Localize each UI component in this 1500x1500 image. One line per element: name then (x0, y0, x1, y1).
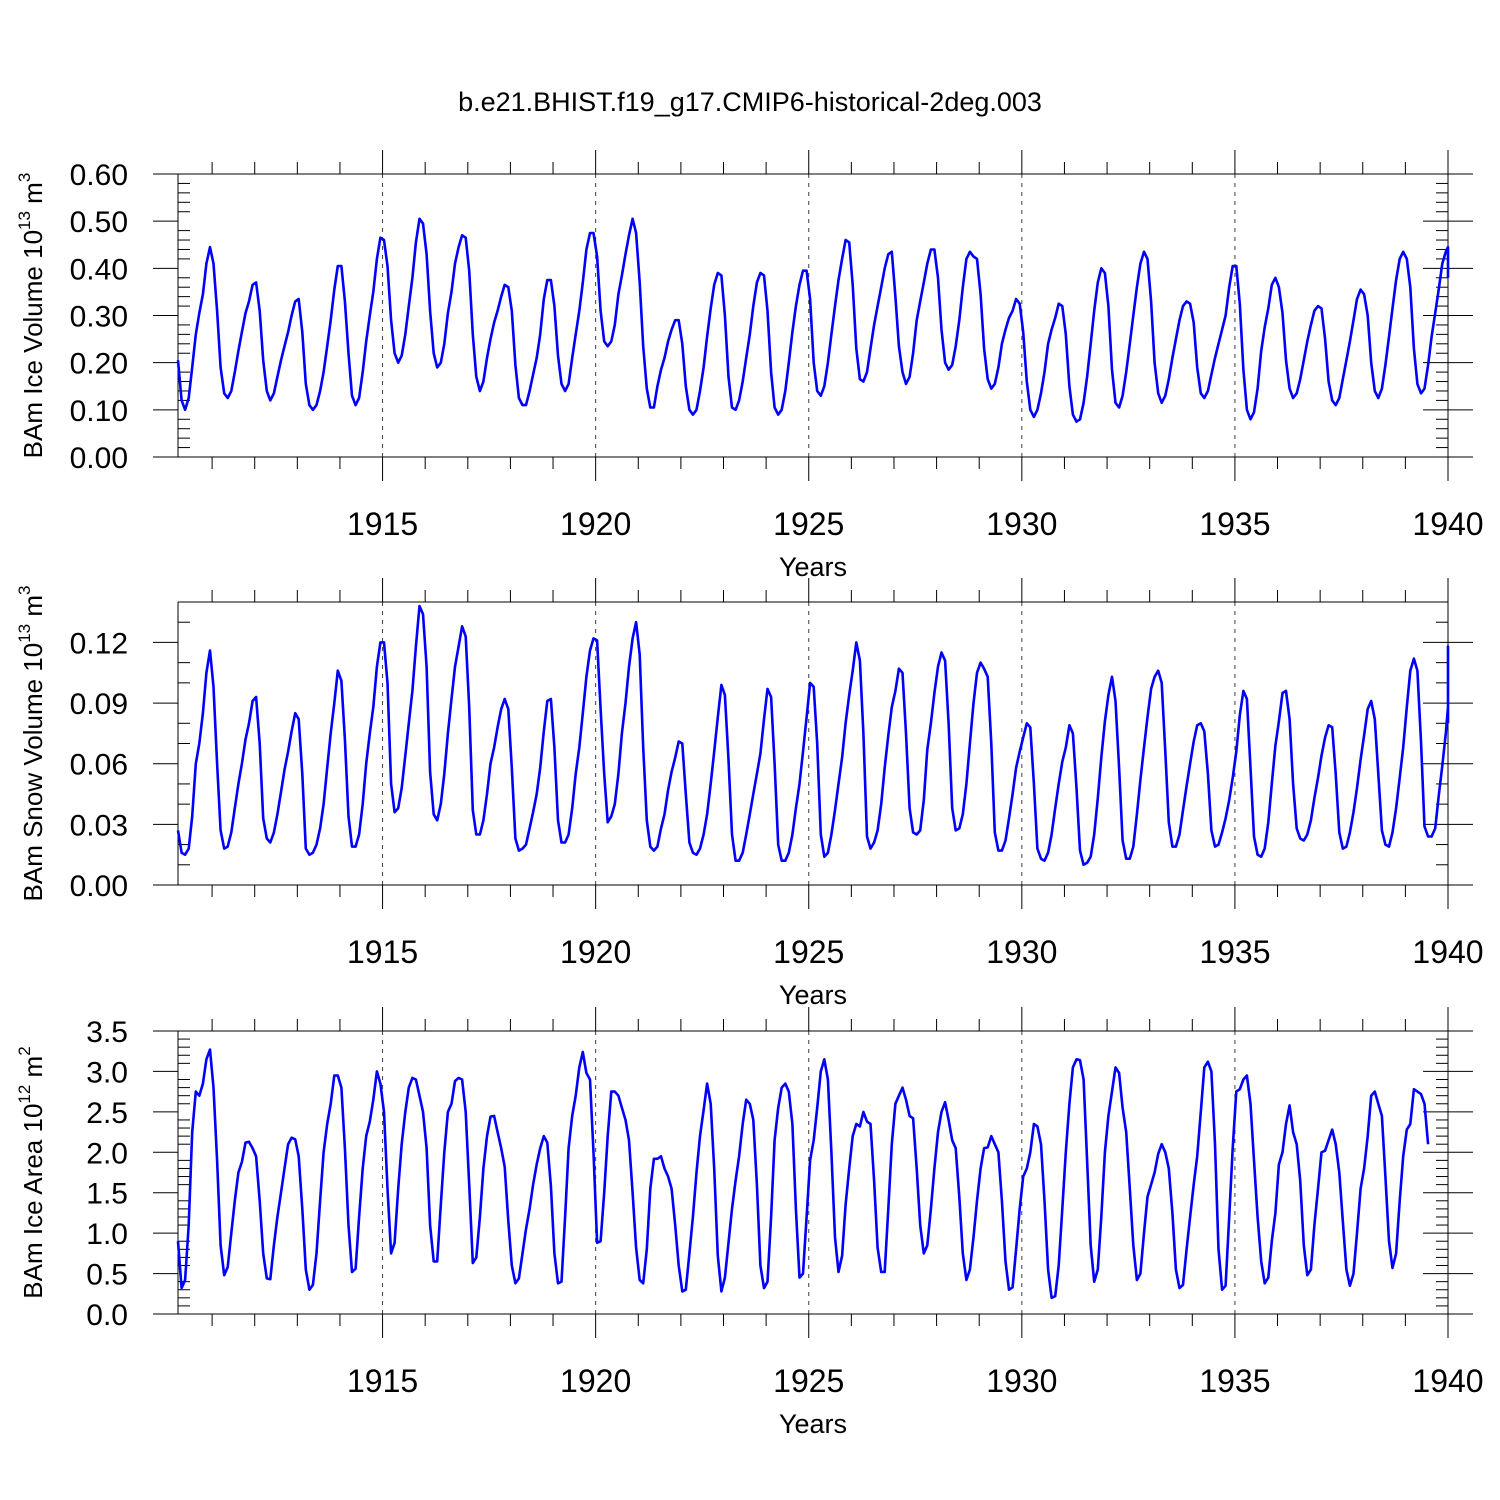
x-tick-label: 1925 (773, 506, 844, 542)
x-tick-label: 1915 (347, 506, 418, 542)
x-tick-label: 1925 (773, 1363, 844, 1399)
x-tick-label: 1940 (1412, 506, 1483, 542)
y-axis-label: BAm Ice Area 1012 m2 (15, 1046, 48, 1298)
x-tick-label: 1935 (1199, 934, 1270, 970)
y-axis-label-sup: 13 (15, 211, 34, 230)
x-tick-label: 1935 (1199, 1363, 1270, 1399)
y-tick-label: 0.40 (70, 253, 128, 286)
y-tick-label: 1.5 (86, 1178, 128, 1211)
panel-ice-area: 0.0 0.5 1.0 1.5 2.0 2.5 3.0 3.5 1915 1920 1925 1930… (15, 1007, 1484, 1439)
x-tick-label: 1935 (1199, 506, 1270, 542)
y-tick-label: 2.5 (86, 1097, 128, 1130)
series-line-snow-volume (176, 604, 1450, 867)
y-axis-label-main: BAm Ice Area 10 (18, 1104, 48, 1299)
y-axis-label-unit_sup: 3 (15, 586, 34, 595)
y-axis-label: BAm Snow Volume 1013 m3 (15, 586, 48, 902)
y-tick-label: 0.30 (70, 301, 128, 334)
chart-title: b.e21.BHIST.f19_g17.CMIP6-historical-2de… (458, 87, 1042, 117)
x-tick-label: 1915 (347, 934, 418, 970)
y-axis-label-main: BAm Ice Volume 10 (18, 230, 48, 458)
y-tick-label: 0.06 (70, 749, 128, 782)
y-tick-label: 0.0 (86, 1299, 128, 1332)
x-axis-label: Years (779, 552, 847, 582)
x-tick-label: 1940 (1412, 1363, 1483, 1399)
x-tick-label: 1930 (986, 1363, 1057, 1399)
y-axis-label: BAm Ice Volume 1013 m3 (15, 173, 48, 459)
x-tick-label: 1920 (560, 1363, 631, 1399)
y-tick-label: 0.09 (70, 688, 128, 721)
x-tick-label: 1930 (986, 934, 1057, 970)
y-tick-label: 0.60 (70, 159, 128, 192)
y-tick-label: 3.5 (86, 1016, 128, 1049)
x-tick-label: 1920 (560, 506, 631, 542)
y-axis-label-unit: m (18, 1056, 48, 1085)
y-axis-label-unit_sup: 2 (15, 1046, 34, 1055)
series-line-ice-area (176, 1048, 1430, 1300)
y-axis-label-sup: 12 (15, 1085, 34, 1104)
y-tick-label: 3.0 (86, 1056, 128, 1089)
x-tick-label: 1940 (1412, 934, 1483, 970)
panels-group: 0.00 0.10 0.20 0.30 0.40 0.50 0.60 1915 1920 1925… (15, 150, 1484, 1439)
y-tick-label: 1.0 (86, 1218, 128, 1251)
y-tick-label: 0.12 (70, 627, 128, 660)
y-tick-label: 0.00 (70, 870, 128, 903)
y-tick-label: 0.00 (70, 442, 128, 475)
x-axis-label: Years (779, 980, 847, 1010)
y-axis-label-unit_sup: 3 (15, 173, 34, 182)
y-tick-label: 2.0 (86, 1137, 128, 1170)
y-tick-label: 0.03 (70, 809, 128, 842)
x-tick-label: 1925 (773, 934, 844, 970)
y-tick-label: 0.10 (70, 395, 128, 428)
x-tick-label: 1930 (986, 506, 1057, 542)
panel-ice-volume: 0.00 0.10 0.20 0.30 0.40 0.50 0.60 1915 1920 1925… (15, 150, 1484, 582)
x-tick-label: 1920 (560, 934, 631, 970)
y-tick-label: 0.5 (86, 1259, 128, 1292)
y-tick-label: 0.50 (70, 206, 128, 239)
x-tick-label: 1915 (347, 1363, 418, 1399)
y-axis-label-main: BAm Snow Volume 10 (18, 643, 48, 902)
y-tick-label: 0.20 (70, 348, 128, 381)
y-axis-label-sup: 13 (15, 624, 34, 643)
series-line-ice-volume (176, 217, 1450, 423)
y-axis-label-unit: m (18, 182, 48, 211)
y-axis-label-unit: m (18, 595, 48, 624)
x-axis-label: Years (779, 1409, 847, 1439)
panel-snow-volume: 0.00 0.03 0.06 0.09 0.12 1915 1920 1925 1930 1935… (15, 578, 1484, 1010)
